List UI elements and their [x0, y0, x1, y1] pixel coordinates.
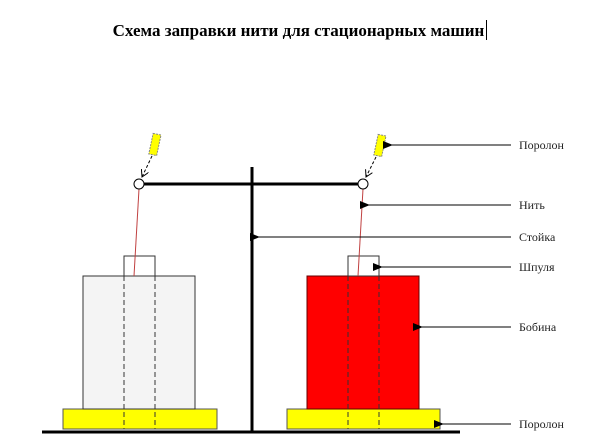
- label-stand: Стойка: [519, 230, 556, 244]
- thread-guide-right: [357, 178, 369, 190]
- thread-left: [133, 188, 140, 277]
- foam-top-right: [373, 133, 387, 158]
- foam-pad-right: [286, 408, 441, 430]
- spool-right: [347, 255, 380, 277]
- bobbin-right: [306, 275, 420, 410]
- label-thread: Нить: [519, 198, 545, 212]
- label-foam-bottom: Поролон: [519, 417, 564, 431]
- label-foam-top: Поролон: [519, 138, 564, 152]
- thread-guide-left: [133, 178, 145, 190]
- diagram-title: Схема заправки нити для стационарных маш…: [0, 20, 600, 41]
- dashed-arrow-left: [142, 155, 153, 177]
- dashed-arrow-right: [366, 156, 377, 177]
- label-bobbin: Бобина: [519, 320, 557, 334]
- bobbin-left: [82, 275, 196, 410]
- foam-top-left: [148, 132, 162, 157]
- spool-left: [123, 255, 156, 277]
- title-text: Схема заправки нити для стационарных маш…: [112, 21, 485, 40]
- foam-pad-left: [62, 408, 218, 430]
- text-cursor: [486, 20, 488, 40]
- label-spool: Шпуля: [519, 260, 555, 274]
